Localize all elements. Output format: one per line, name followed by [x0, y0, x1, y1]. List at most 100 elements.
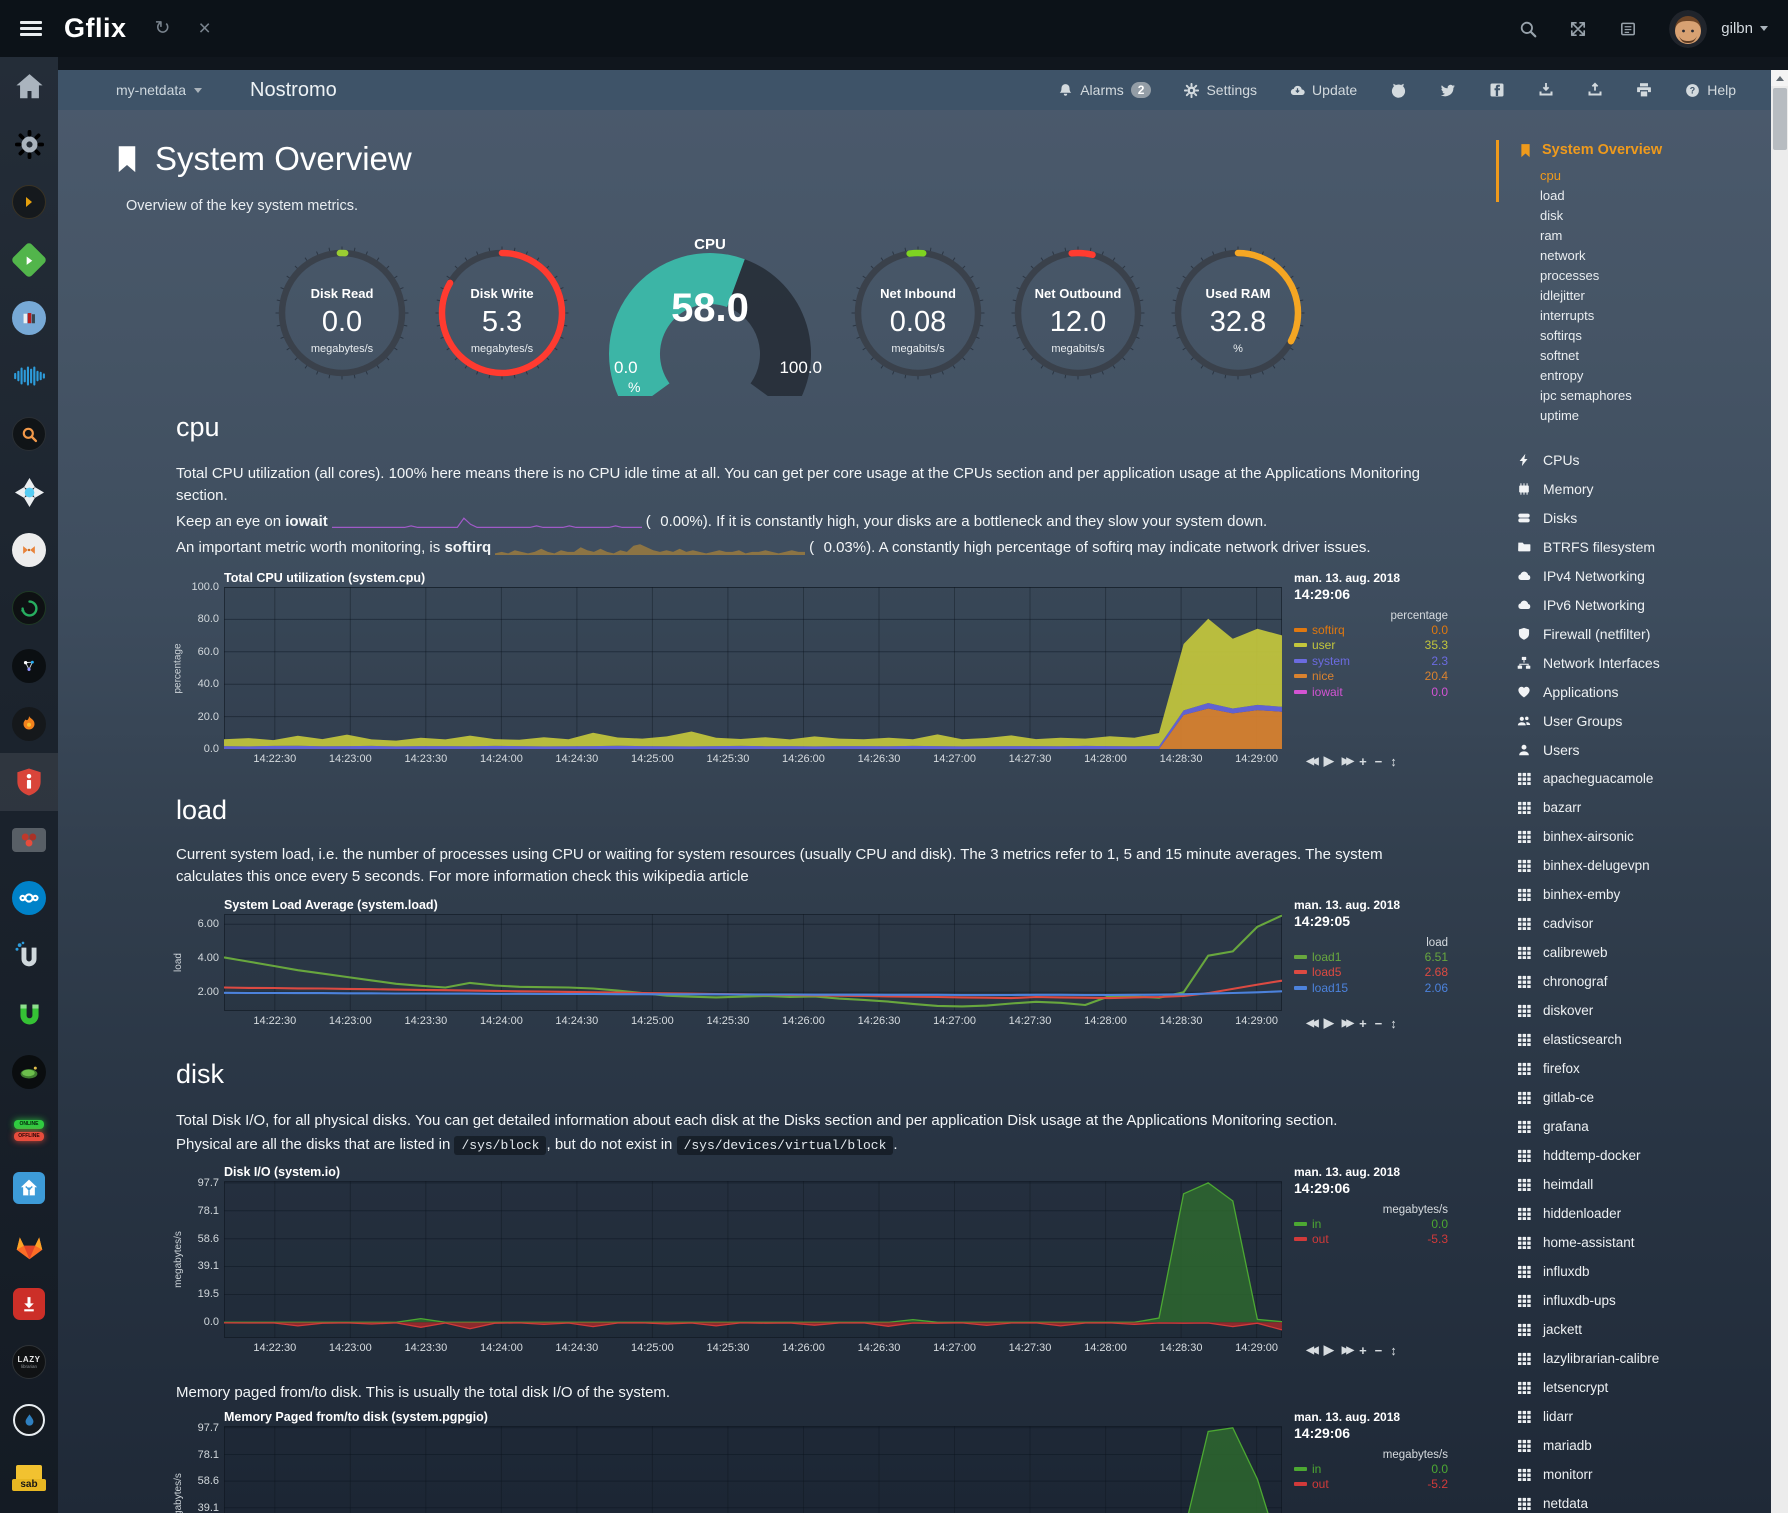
- sidebar-app-pond[interactable]: [0, 1043, 58, 1101]
- facebook-icon[interactable]: [1489, 82, 1505, 98]
- chart-pan-backwards-button[interactable]: ◀◀: [1306, 1017, 1319, 1029]
- twitter-icon[interactable]: [1440, 82, 1456, 98]
- nav-item-ipc-semaphores[interactable]: ipc semaphores: [1540, 388, 1632, 403]
- chart-resize-handle[interactable]: ↕: [1390, 1015, 1397, 1031]
- github-icon[interactable]: [1390, 82, 1407, 99]
- nav-section-users[interactable]: Users: [1516, 735, 1768, 764]
- nav-app-binhex-delugevpn[interactable]: binhex-delugevpn: [1516, 851, 1768, 880]
- server-menu[interactable]: my-netdata: [116, 82, 203, 98]
- nav-item-uptime[interactable]: uptime: [1540, 408, 1580, 423]
- export-snapshot-icon[interactable]: [1587, 82, 1603, 98]
- close-tab-icon[interactable]: ×: [198, 16, 211, 40]
- chart-resize-handle[interactable]: ↕: [1390, 753, 1397, 769]
- nav-app-lazylibrarian-calibre[interactable]: lazylibrarian-calibre: [1516, 1344, 1768, 1373]
- sidebar-app-nextcloud[interactable]: [0, 869, 58, 927]
- chart-play-button[interactable]: ▶: [1323, 1342, 1334, 1357]
- nav-app-chronograf[interactable]: chronograf: [1516, 967, 1768, 996]
- sidebar-app-calibre[interactable]: [0, 289, 58, 347]
- chart-plot-area[interactable]: [224, 914, 1282, 1011]
- nav-section-user-groups[interactable]: User Groups: [1516, 706, 1768, 735]
- nav-item-softnet[interactable]: softnet: [1540, 348, 1580, 363]
- nav-app-cadvisor[interactable]: cadvisor: [1516, 909, 1768, 938]
- sidebar-app-grafana[interactable]: [0, 695, 58, 753]
- nav-app-heimdall[interactable]: heimdall: [1516, 1170, 1768, 1199]
- sidebar-app-monitorr[interactable]: ONLINE OFFLINE: [0, 1101, 58, 1159]
- nav-item-cpu[interactable]: cpu: [1540, 168, 1561, 183]
- nav-section-network-interfaces[interactable]: Network Interfaces: [1516, 648, 1768, 677]
- nav-section-memory[interactable]: Memory: [1516, 474, 1768, 503]
- chart-resize-handle[interactable]: ↕: [1390, 1342, 1397, 1358]
- legend-user[interactable]: user 35.3: [1294, 638, 1448, 654]
- chart-zoom-out-button[interactable]: −: [1374, 1015, 1383, 1031]
- nav-section-disks[interactable]: Disks: [1516, 503, 1768, 532]
- legend-out[interactable]: out -5.2: [1294, 1477, 1448, 1493]
- nav-app-elasticsearch[interactable]: elasticsearch: [1516, 1025, 1768, 1054]
- legend-softirq[interactable]: softirq 0.0: [1294, 622, 1448, 638]
- hamburger-menu-icon[interactable]: [20, 17, 42, 39]
- nav-app-firefox[interactable]: firefox: [1516, 1054, 1768, 1083]
- nav-item-entropy[interactable]: entropy: [1540, 368, 1584, 383]
- sidebar-app-green-ring[interactable]: [0, 579, 58, 637]
- nav-app-influxdb-ups[interactable]: influxdb-ups: [1516, 1286, 1768, 1315]
- sidebar-app-sabnzbd[interactable]: sab: [0, 1449, 58, 1507]
- nav-item-idlejitter[interactable]: idlejitter: [1540, 288, 1585, 303]
- nav-section-applications[interactable]: Applications: [1516, 677, 1768, 706]
- changelog-icon[interactable]: [1619, 20, 1637, 38]
- sidebar-app-plex[interactable]: [0, 173, 58, 231]
- fullscreen-icon[interactable]: [1569, 20, 1587, 38]
- nav-item-processes[interactable]: processes: [1540, 268, 1600, 283]
- nav-section-btrfs-filesystem[interactable]: BTRFS filesystem: [1516, 532, 1768, 561]
- sidebar-app-chronograf[interactable]: [0, 637, 58, 695]
- nav-item-network[interactable]: network: [1540, 248, 1586, 263]
- chart-zoom-in-button[interactable]: +: [1359, 753, 1367, 769]
- chart-pan-forwards-button[interactable]: ▶▶: [1341, 755, 1355, 767]
- sidebar-app-home-assistant[interactable]: [0, 1159, 58, 1217]
- sidebar-app-settings[interactable]: [0, 115, 58, 173]
- nav-app-netdata[interactable]: netdata: [1516, 1489, 1768, 1513]
- chart-plot-area[interactable]: [224, 1426, 1282, 1513]
- nav-item-softirqs[interactable]: softirqs: [1540, 328, 1582, 343]
- sidebar-app-resilio[interactable]: [0, 811, 58, 869]
- scrollbar-up-arrow[interactable]: [1771, 70, 1788, 86]
- legend-iowait[interactable]: iowait 0.0: [1294, 684, 1448, 700]
- scrollbar-thumb[interactable]: [1772, 88, 1787, 150]
- chart-zoom-in-button[interactable]: +: [1359, 1342, 1367, 1358]
- sidebar-app-diskover[interactable]: [0, 405, 58, 463]
- chart-play-button[interactable]: ▶: [1323, 1015, 1334, 1030]
- legend-out[interactable]: out -5.3: [1294, 1232, 1448, 1248]
- nav-app-influxdb[interactable]: influxdb: [1516, 1257, 1768, 1286]
- chart-play-button[interactable]: ▶: [1323, 753, 1334, 768]
- nav-app-gitlab-ce[interactable]: gitlab-ce: [1516, 1083, 1768, 1112]
- sidebar-app-droplet[interactable]: [0, 1391, 58, 1449]
- scrollbar[interactable]: [1771, 70, 1788, 1513]
- sidebar-app-unifi[interactable]: [0, 927, 58, 985]
- settings-button[interactable]: Settings: [1184, 82, 1257, 98]
- nav-section-ipv6-networking[interactable]: IPv6 Networking: [1516, 590, 1768, 619]
- nav-app-apacheguacamole[interactable]: apacheguacamole: [1516, 764, 1768, 793]
- chart-pan-forwards-button[interactable]: ▶▶: [1341, 1017, 1355, 1029]
- nav-app-monitorr[interactable]: monitorr: [1516, 1460, 1768, 1489]
- chart-zoom-out-button[interactable]: −: [1374, 753, 1383, 769]
- nav-app-binhex-airsonic[interactable]: binhex-airsonic: [1516, 822, 1768, 851]
- sidebar-app-jackett[interactable]: [0, 463, 58, 521]
- sidebar-app-youtube-dl[interactable]: [0, 1275, 58, 1333]
- alarms-button[interactable]: Alarms 2: [1058, 82, 1152, 98]
- sidebar-app-gitlab[interactable]: [0, 1217, 58, 1275]
- legend-nice[interactable]: nice 20.4: [1294, 669, 1448, 685]
- sidebar-app-organizr-shield[interactable]: [0, 753, 58, 811]
- nav-app-home-assistant[interactable]: home-assistant: [1516, 1228, 1768, 1257]
- sidebar-app-emby[interactable]: [0, 231, 58, 289]
- user-menu[interactable]: gilbn: [1721, 20, 1768, 37]
- nav-app-mariadb[interactable]: mariadb: [1516, 1431, 1768, 1460]
- nav-app-hddtemp-docker[interactable]: hddtemp-docker: [1516, 1141, 1768, 1170]
- legend-in[interactable]: in 0.0: [1294, 1216, 1448, 1232]
- chart-zoom-out-button[interactable]: −: [1374, 1342, 1383, 1358]
- legend-in[interactable]: in 0.0: [1294, 1461, 1448, 1477]
- search-icon[interactable]: [1519, 20, 1537, 38]
- sidebar-app-airsonic[interactable]: [0, 347, 58, 405]
- chart-plot-area[interactable]: [224, 1181, 1282, 1338]
- update-button[interactable]: Update: [1290, 82, 1357, 98]
- print-icon[interactable]: [1636, 82, 1652, 98]
- legend-load15[interactable]: load15 2.06: [1294, 980, 1448, 996]
- nav-item-interrupts[interactable]: interrupts: [1540, 308, 1595, 323]
